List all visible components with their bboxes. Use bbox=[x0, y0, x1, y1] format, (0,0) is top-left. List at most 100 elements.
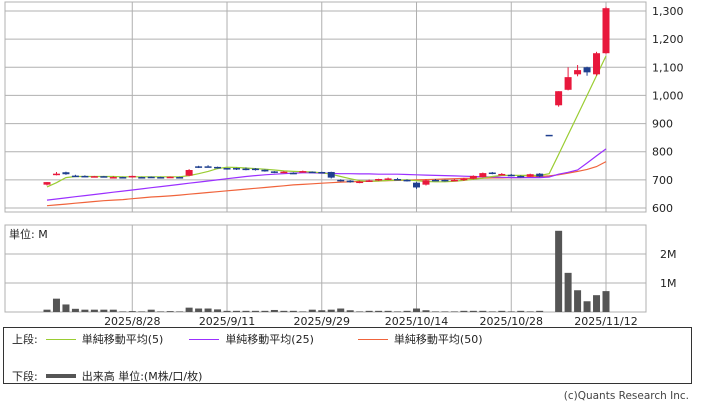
volume-bar bbox=[251, 310, 259, 312]
x-tick-label: 2025/10/28 bbox=[480, 315, 543, 328]
candle-body bbox=[526, 174, 534, 177]
candle bbox=[431, 179, 439, 182]
volume-bar bbox=[337, 308, 345, 312]
candle bbox=[498, 173, 506, 176]
candle-body bbox=[574, 70, 582, 75]
candle bbox=[251, 168, 259, 171]
volume-bar bbox=[62, 304, 70, 312]
volume-bar bbox=[166, 311, 174, 312]
candle bbox=[583, 66, 591, 76]
candle bbox=[62, 171, 70, 175]
candle bbox=[289, 172, 297, 175]
candle-body bbox=[100, 176, 108, 178]
volume-bar bbox=[356, 311, 364, 312]
volume-bar bbox=[498, 310, 506, 312]
volume-bar bbox=[479, 310, 487, 312]
candle-body bbox=[564, 77, 572, 90]
candle-body bbox=[128, 175, 136, 178]
candle-body bbox=[157, 177, 165, 179]
volume-bar bbox=[488, 311, 496, 312]
volume-label: 出来高 単位:(M株/口/枚) bbox=[81, 370, 203, 383]
candle-body bbox=[545, 134, 553, 137]
price-tick-label: 700 bbox=[652, 174, 673, 187]
candle bbox=[242, 167, 250, 171]
volume-bar bbox=[90, 309, 98, 312]
volume-bar bbox=[413, 308, 421, 312]
ma5-label: 単純移動平均(5) bbox=[81, 333, 164, 346]
candle bbox=[204, 165, 212, 168]
candle bbox=[100, 175, 108, 178]
ma25-label: 単純移動平均(25) bbox=[225, 333, 314, 346]
volume-bar bbox=[318, 310, 326, 312]
candle-body bbox=[280, 171, 288, 174]
candle bbox=[403, 179, 411, 182]
candle-body bbox=[185, 170, 193, 176]
candle bbox=[52, 171, 60, 176]
candle-body bbox=[413, 182, 421, 188]
candle-body bbox=[384, 178, 392, 180]
legend-volume: 出来高 単位:(M株/口/枚) bbox=[38, 368, 203, 384]
candle bbox=[157, 176, 165, 179]
volume-bar bbox=[223, 310, 231, 312]
candle-body bbox=[460, 178, 468, 181]
candle bbox=[545, 134, 553, 137]
x-tick-label: 2025/10/14 bbox=[385, 315, 448, 328]
candle bbox=[450, 179, 458, 182]
candle-body bbox=[394, 179, 402, 181]
candle bbox=[232, 167, 240, 171]
candle-body bbox=[214, 166, 222, 169]
candle-body bbox=[204, 166, 212, 168]
volume-bar bbox=[422, 310, 430, 312]
volume-bar bbox=[176, 311, 184, 312]
candle-body bbox=[469, 175, 477, 179]
candle bbox=[460, 177, 468, 181]
x-tick-label: 2025/9/11 bbox=[199, 315, 255, 328]
volume-bar bbox=[128, 311, 136, 312]
candle-body bbox=[583, 67, 591, 73]
volume-bar bbox=[593, 295, 601, 312]
candle bbox=[375, 178, 383, 181]
candle bbox=[128, 175, 136, 178]
candle bbox=[337, 179, 345, 182]
volume-bar bbox=[526, 311, 534, 312]
volume-bar bbox=[564, 272, 572, 312]
x-tick-label: 2025/9/29 bbox=[294, 315, 350, 328]
candle bbox=[119, 176, 127, 179]
candle bbox=[593, 51, 601, 76]
candle-body bbox=[337, 179, 345, 182]
candle-body bbox=[261, 169, 269, 172]
candle-body bbox=[166, 176, 174, 179]
candle-body bbox=[422, 180, 430, 185]
volume-bar bbox=[157, 311, 165, 312]
candle bbox=[147, 176, 155, 179]
candle bbox=[564, 67, 572, 91]
candle bbox=[299, 170, 307, 173]
candle bbox=[81, 175, 89, 178]
candle-body bbox=[346, 180, 354, 183]
candle-body bbox=[52, 173, 60, 176]
candle-body bbox=[223, 168, 231, 170]
price-frame bbox=[4, 1, 647, 213]
candle-body bbox=[251, 168, 259, 171]
price-panel: 600 700 800 900 1,000 1,100 1,200 1,300 bbox=[4, 1, 684, 215]
volume-bar bbox=[109, 309, 117, 312]
volume-bar bbox=[185, 307, 193, 312]
candle-body bbox=[593, 53, 601, 75]
volume-panel: 単位: M 1M 2M bbox=[4, 224, 677, 313]
candle-body bbox=[81, 175, 89, 178]
candle-body bbox=[555, 91, 563, 106]
ma50-swatch bbox=[357, 338, 388, 340]
candle bbox=[176, 176, 184, 179]
volume-unit-label: 単位: M bbox=[9, 227, 48, 241]
candle-body bbox=[71, 175, 79, 178]
candle-body bbox=[441, 179, 449, 182]
candle bbox=[488, 171, 496, 175]
candle bbox=[318, 171, 326, 174]
candle-body bbox=[176, 177, 184, 179]
candle bbox=[214, 166, 222, 169]
candle-body bbox=[289, 172, 297, 175]
price-tick-label: 1,100 bbox=[652, 61, 684, 74]
candle bbox=[555, 91, 563, 107]
ma25-swatch bbox=[189, 338, 220, 340]
